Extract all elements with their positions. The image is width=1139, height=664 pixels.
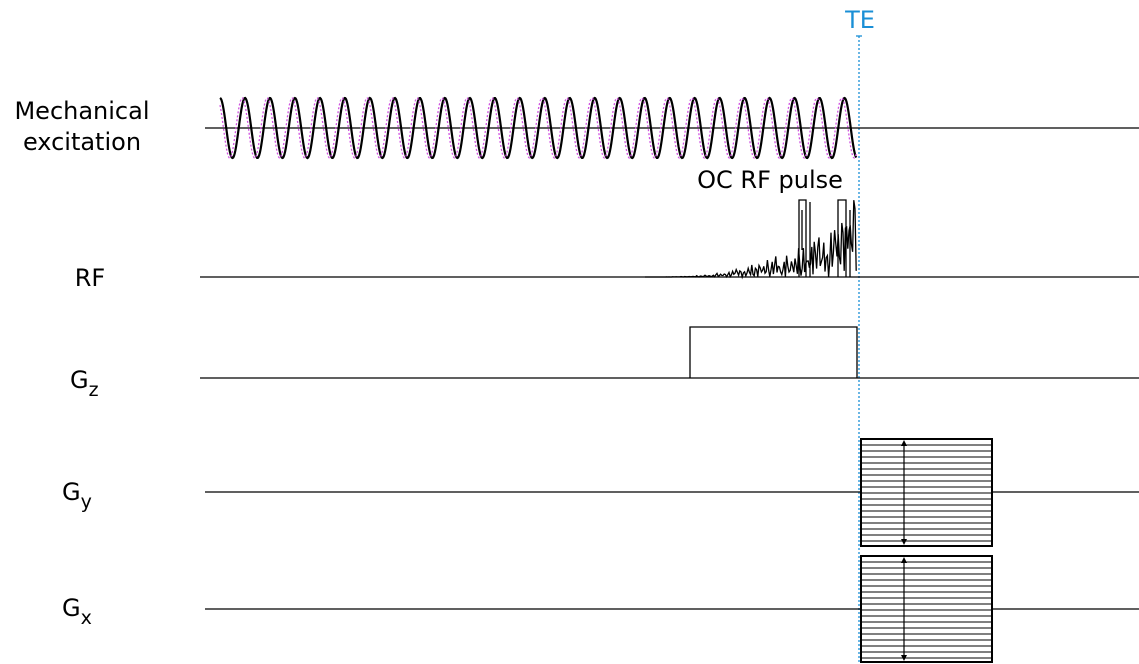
rf-annotation: OC RF pulse (697, 166, 843, 194)
row-label: Gy (62, 478, 92, 513)
te-label: TE (844, 6, 875, 34)
row-label: Gx (62, 594, 92, 629)
row-label: Gz (70, 366, 99, 401)
gradient-block (860, 438, 993, 547)
row-label: Mechanical (14, 97, 149, 125)
row-label: excitation (23, 128, 141, 156)
mechanical-wave (219, 96, 858, 160)
slice-gradient (689, 326, 858, 378)
row-label: RF (75, 264, 105, 292)
mechanical-wave-shifted (219, 97, 857, 159)
gradient-block (860, 555, 993, 663)
rf-pulse (645, 199, 857, 280)
block-frame (860, 555, 993, 663)
